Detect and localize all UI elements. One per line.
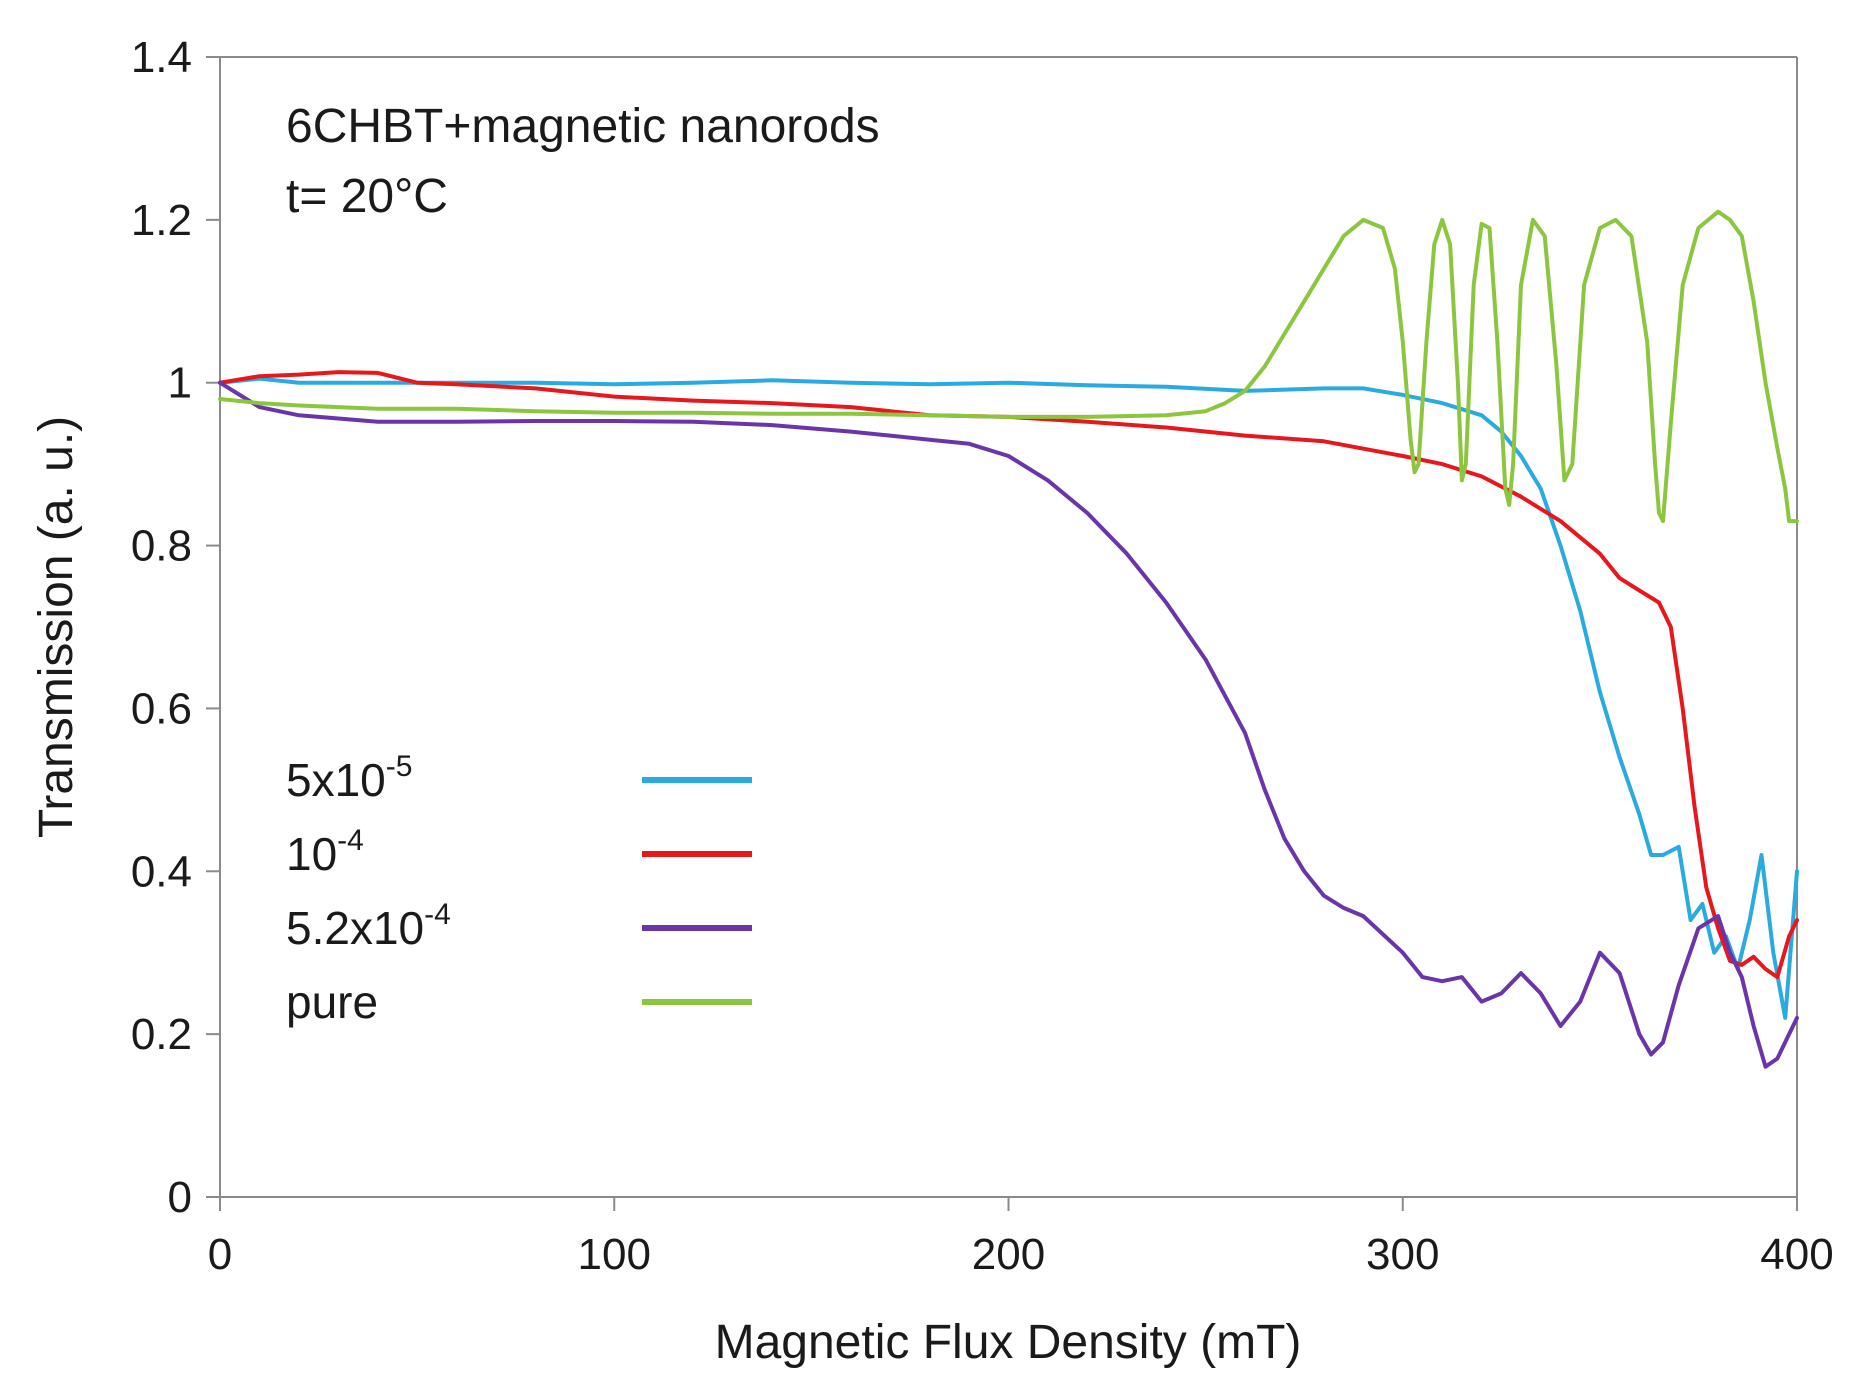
legend-label-3: 5.2x10-4 [286,898,451,954]
x-tick-label: 0 [208,1230,232,1279]
y-tick-label: 1 [168,359,192,408]
y-tick-label: 1.4 [131,33,192,82]
legend-label-base: 5.2x10 [286,902,424,954]
legend-label-superscript: -4 [424,898,451,931]
legend-label-base: 10 [286,828,337,880]
y-tick-label: 0.4 [131,847,192,896]
series-line-3 [218,380,1799,1069]
x-tick-label: 200 [972,1230,1045,1279]
y-tick-label: 0 [168,1173,192,1222]
x-tick-label: 100 [578,1230,651,1279]
series-line-4 [218,209,1799,524]
y-ticks: 0 0.2 0.4 0.6 0.8 1 1.2 1.4 [131,33,220,1222]
y-tick-label: 0.2 [131,1010,192,1059]
series-line-2 [218,370,1799,980]
annotation-temperature: t= 20°C [286,170,448,223]
legend-label-4: pure [286,976,378,1028]
legend-label-2: 10-4 [286,824,364,880]
series-lines [218,209,1799,1069]
legend-label-base: pure [286,976,378,1028]
y-axis-label: Transmission (a. u.) [30,416,83,838]
annotation-sample: 6CHBT+magnetic nanorods [286,100,880,153]
y-tick-label: 0.6 [131,684,192,733]
y-tick-label: 1.2 [131,196,192,245]
x-tick-label: 300 [1366,1230,1439,1279]
x-tick-label: 400 [1760,1230,1833,1279]
legend-label-superscript: -5 [386,750,413,783]
legend-label-superscript: -4 [337,824,364,857]
y-tick-label: 0.8 [131,522,192,571]
x-axis-label: Magnetic Flux Density (mT) [715,1316,1302,1369]
legend-label-base: 5x10 [286,754,386,806]
x-ticks: 0 100 200 300 400 [208,1197,1834,1279]
legend-label-1: 5x10-5 [286,750,412,806]
